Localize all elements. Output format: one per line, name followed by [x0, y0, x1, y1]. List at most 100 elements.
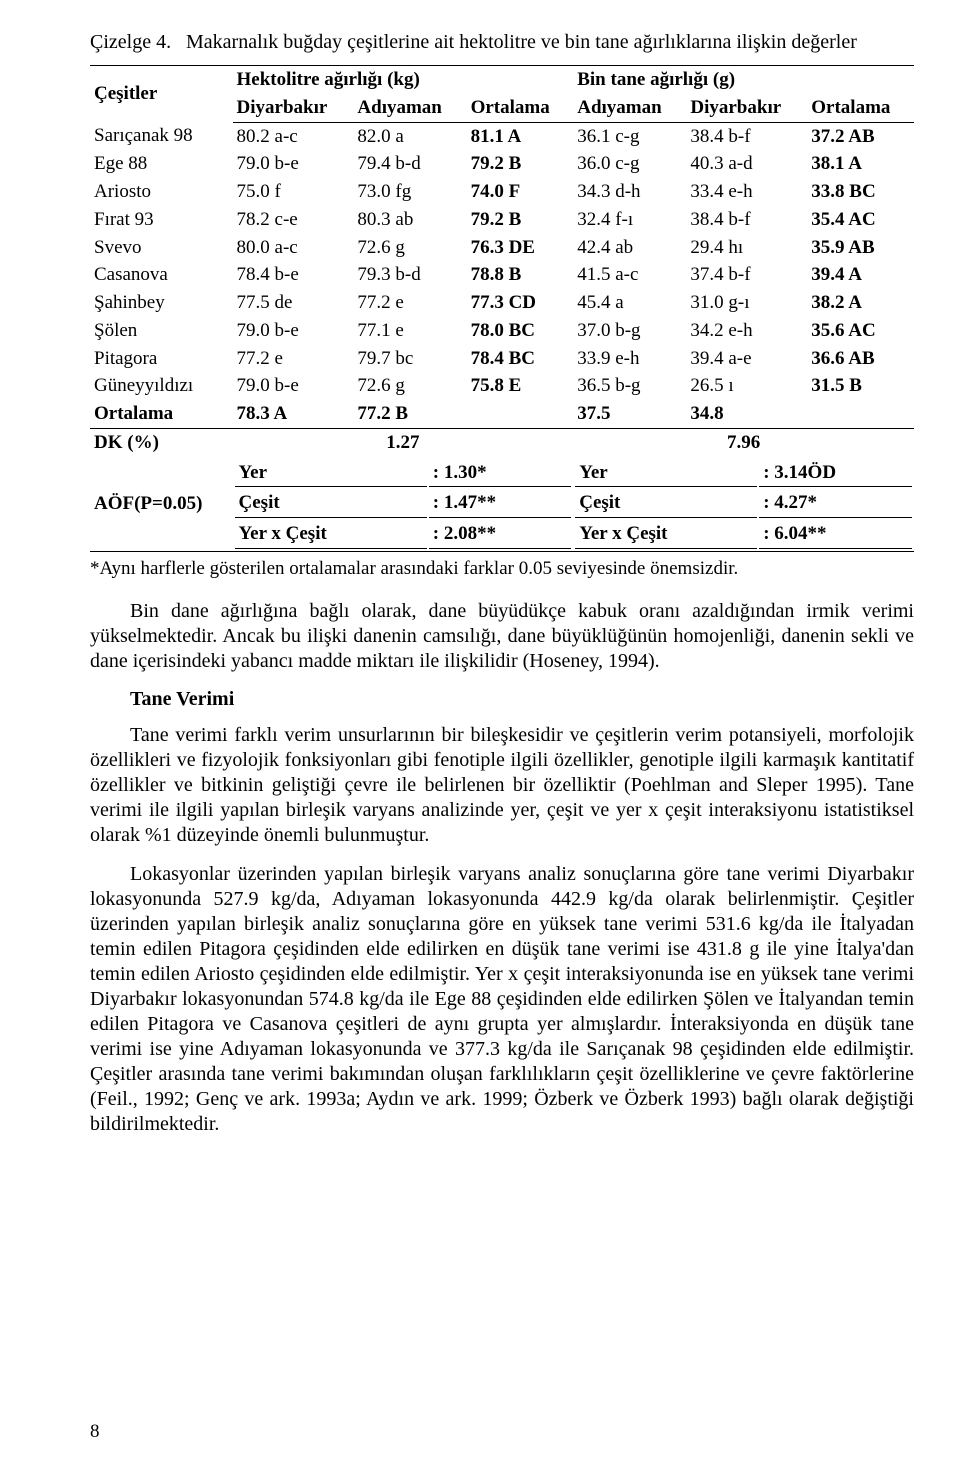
row-name: Ariosto — [90, 178, 233, 206]
aof-key: Yer — [235, 459, 427, 488]
cell: 74.0 F — [467, 178, 574, 206]
cell: 77.5 de — [233, 289, 354, 317]
page-number: 8 — [90, 1421, 100, 1443]
cell: 79.3 b-d — [353, 261, 466, 289]
cell: 34.2 e-h — [686, 317, 807, 345]
row-name: Şahinbey — [90, 289, 233, 317]
cell: 79.0 b-e — [233, 317, 354, 345]
row-name: Güneyyıldızı — [90, 372, 233, 400]
aof-key: Yer x Çeşit — [575, 520, 757, 549]
cell: 78.8 B — [467, 261, 574, 289]
cell: 36.5 b-g — [573, 372, 686, 400]
table-row: Fırat 9378.2 c-e80.3 ab79.2 B32.4 f-ı38.… — [90, 206, 914, 234]
aof-key: Yer — [575, 459, 757, 488]
cell: 31.0 g-ı — [686, 289, 807, 317]
cell: 35.9 AB — [807, 234, 914, 262]
table-row: Ariosto75.0 f73.0 fg74.0 F34.3 d-h33.4 e… — [90, 178, 914, 206]
cell: 40.3 a-d — [686, 150, 807, 178]
row-name: Sarıçanak 98 — [90, 122, 233, 150]
dk-value-1: 1.27 — [233, 428, 574, 456]
cell: 39.4 a-e — [686, 345, 807, 373]
table-row: Şahinbey77.5 de77.2 e77.3 CD45.4 a31.0 g… — [90, 289, 914, 317]
paragraph: Tane verimi farklı verim unsurlarının bi… — [90, 723, 914, 848]
sub-header: Adıyaman — [573, 94, 686, 122]
cell: 45.4 a — [573, 289, 686, 317]
aof-val: : 4.27* — [759, 489, 912, 518]
sub-header: Ortalama — [807, 94, 914, 122]
dk-label: DK (%) — [90, 428, 233, 456]
dk-value-2: 7.96 — [573, 428, 914, 456]
cell: 80.2 a-c — [233, 122, 354, 150]
group-header-2: Bin tane ağırlığı (g) — [573, 66, 914, 94]
cell: 42.4 ab — [573, 234, 686, 262]
table-row: Güneyyıldızı79.0 b-e72.6 g75.8 E36.5 b-g… — [90, 372, 914, 400]
table-row: Şölen79.0 b-e77.1 e78.0 BC37.0 b-g34.2 e… — [90, 317, 914, 345]
aof-key: Yer x Çeşit — [235, 520, 427, 549]
table-row: Sarıçanak 9880.2 a-c82.0 a81.1 A36.1 c-g… — [90, 122, 914, 150]
row-name: Ege 88 — [90, 150, 233, 178]
aof-val: : 2.08** — [429, 520, 571, 549]
paragraph: Bin dane ağırlığına bağlı olarak, dane b… — [90, 599, 914, 674]
sub-header: Diyarbakır — [233, 94, 354, 122]
cell: 33.8 BC — [807, 178, 914, 206]
cell: 77.2 e — [353, 289, 466, 317]
cell: 33.9 e-h — [573, 345, 686, 373]
aof-val: : 1.47** — [429, 489, 571, 518]
cell: 37.5 — [573, 400, 686, 428]
cell: 79.0 b-e — [233, 372, 354, 400]
cell: 36.0 c-g — [573, 150, 686, 178]
cell: 37.2 AB — [807, 122, 914, 150]
cell: 79.7 bc — [353, 345, 466, 373]
cell: 38.2 A — [807, 289, 914, 317]
aof-right-block: Yer: 3.14ÖD Çeşit: 4.27* Yer x Çeşit: 6.… — [573, 457, 914, 551]
cell: 72.6 g — [353, 372, 466, 400]
cell: 72.6 g — [353, 234, 466, 262]
cell: 78.0 BC — [467, 317, 574, 345]
table-row: Casanova78.4 b-e79.3 b-d78.8 B41.5 a-c37… — [90, 261, 914, 289]
cell: 41.5 a-c — [573, 261, 686, 289]
cell: 37.4 b-f — [686, 261, 807, 289]
row-name: Şölen — [90, 317, 233, 345]
cell: 38.4 b-f — [686, 122, 807, 150]
cell: 81.1 A — [467, 122, 574, 150]
cell: 31.5 B — [807, 372, 914, 400]
cell: 77.1 e — [353, 317, 466, 345]
cell: 79.2 B — [467, 150, 574, 178]
aof-key: Çeşit — [235, 489, 427, 518]
cell: 80.3 ab — [353, 206, 466, 234]
table-footnote: *Aynı harflerle gösterilen ortalamalar a… — [90, 558, 914, 581]
cell: 75.0 f — [233, 178, 354, 206]
cell: 78.4 BC — [467, 345, 574, 373]
paragraph: Lokasyonlar üzerinden yapılan birleşik v… — [90, 862, 914, 1137]
cell: 35.4 AC — [807, 206, 914, 234]
cell: 39.4 A — [807, 261, 914, 289]
cell — [467, 400, 574, 428]
table-caption: Çizelge 4. Makarnalık buğday çeşitlerine… — [90, 30, 914, 55]
aof-left-block: Yer: 1.30* Çeşit: 1.47** Yer x Çeşit: 2.… — [233, 457, 574, 551]
aof-val: : 1.30* — [429, 459, 571, 488]
cell: 35.6 AC — [807, 317, 914, 345]
aof-val: : 3.14ÖD — [759, 459, 912, 488]
data-table: Çeşitler Hektolitre ağırlığı (kg) Bin ta… — [90, 65, 914, 552]
aof-key: Çeşit — [575, 489, 757, 518]
cell: 77.3 CD — [467, 289, 574, 317]
cell: 78.2 c-e — [233, 206, 354, 234]
cell: 79.4 b-d — [353, 150, 466, 178]
cell — [807, 400, 914, 428]
row-name: Ortalama — [90, 400, 233, 428]
cell: 82.0 a — [353, 122, 466, 150]
col-header-first: Çeşitler — [90, 66, 233, 123]
table-row: Ege 8879.0 b-e79.4 b-d79.2 B36.0 c-g40.3… — [90, 150, 914, 178]
cell: 75.8 E — [467, 372, 574, 400]
cell: 36.1 c-g — [573, 122, 686, 150]
table-row: Svevo80.0 a-c72.6 g76.3 DE42.4 ab29.4 hı… — [90, 234, 914, 262]
cell: 38.4 b-f — [686, 206, 807, 234]
section-title: Tane Verimi — [90, 688, 914, 711]
cell: 73.0 fg — [353, 178, 466, 206]
sub-header: Ortalama — [467, 94, 574, 122]
aof-val: : 6.04** — [759, 520, 912, 549]
cell: 79.2 B — [467, 206, 574, 234]
cell: 26.5 ı — [686, 372, 807, 400]
cell: 78.4 b-e — [233, 261, 354, 289]
cell: 78.3 A — [233, 400, 354, 428]
